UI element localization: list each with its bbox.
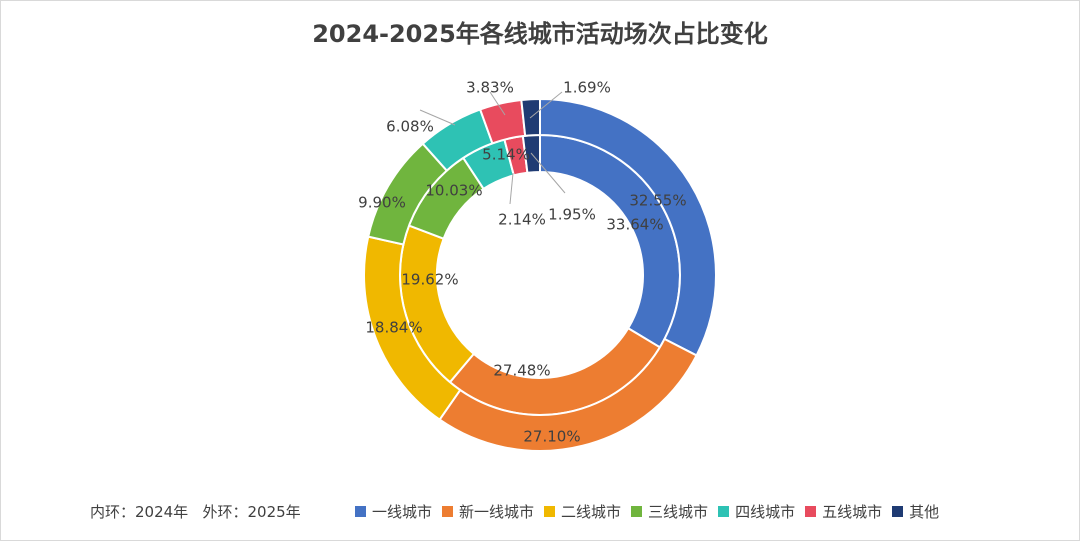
outer-leader-line-6	[489, 91, 506, 116]
legend-swatch	[892, 506, 904, 517]
legend-item-2: 新一线城市	[442, 501, 534, 522]
ring-note: 内环：2024年 外环：2025年	[90, 503, 301, 521]
legend-item-5: 四线城市	[718, 501, 795, 522]
legend-item-4: 三线城市	[631, 501, 708, 522]
legend-label: 四线城市	[735, 503, 796, 521]
legend-label: 新一线城市	[459, 503, 535, 521]
legend-item-7: 其他	[892, 501, 939, 522]
legend-item-6: 五线城市	[805, 501, 882, 522]
inner-data-label-4: 10.03%	[425, 182, 482, 200]
outer-data-label-1: 32.55%	[629, 192, 686, 210]
legend-swatch	[631, 506, 643, 517]
inner-leader-line-6	[509, 172, 514, 205]
legend-label: 三线城市	[648, 503, 709, 521]
legend-label: 一线城市	[372, 503, 433, 521]
outer-data-label-6: 3.83%	[466, 79, 514, 97]
outer-leader-line-7	[529, 91, 563, 119]
inner-data-label-7: 1.95%	[548, 206, 596, 224]
outer-data-label-2: 27.10%	[523, 428, 580, 446]
legend-label: 五线城市	[822, 503, 883, 521]
chart-title: 2024-2025年各线城市活动场次占比变化	[312, 20, 768, 48]
legend-item-3: 二线城市	[544, 501, 621, 522]
inner-data-label-2: 27.48%	[493, 362, 550, 380]
outer-data-label-5: 6.08%	[386, 118, 434, 136]
legend-label: 其他	[909, 503, 940, 521]
legend-swatch	[442, 506, 454, 517]
inner-data-label-6: 2.14%	[498, 211, 546, 229]
legend-swatch	[544, 506, 556, 517]
chart-legend: 一线城市 新一线城市 二线城市 三线城市 四线城市 五线城市 其他	[355, 501, 949, 522]
legend-swatch	[718, 506, 730, 517]
inner-data-label-3: 19.62%	[401, 271, 458, 289]
outer-leader-line-5	[419, 109, 456, 126]
legend-label: 二线城市	[561, 503, 622, 521]
legend-item-1: 一线城市	[355, 501, 432, 522]
inner-data-label-1: 33.64%	[606, 216, 663, 234]
inner-data-label-5: 5.14%	[482, 146, 530, 164]
legend-swatch	[805, 506, 817, 517]
legend-swatch	[355, 506, 366, 517]
outer-data-label-3: 18.84%	[365, 319, 422, 337]
outer-data-label-4: 9.90%	[358, 194, 406, 212]
outer-data-label-7: 1.69%	[563, 79, 611, 97]
inner-leader-line-7	[530, 152, 566, 194]
